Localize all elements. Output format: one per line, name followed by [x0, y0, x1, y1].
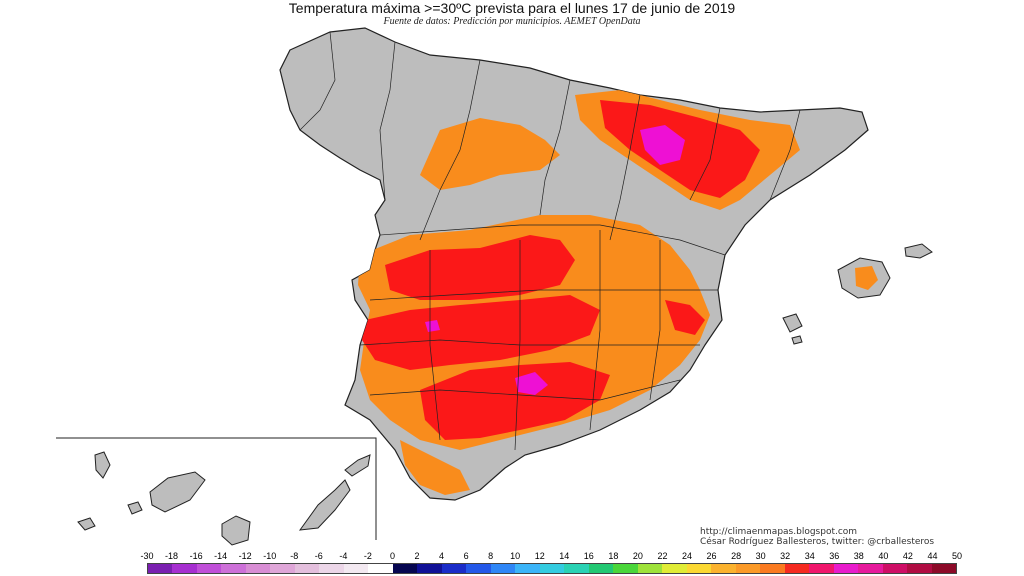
zone-32-34-guadalquivir — [420, 362, 610, 440]
scale-segment — [564, 564, 589, 573]
scale-segment — [319, 564, 344, 573]
zone-32-34-levante — [665, 300, 705, 335]
scale-label: 30 — [755, 551, 766, 561]
ibiza-island — [782, 313, 803, 333]
scale-segment — [637, 564, 663, 573]
scale-segment — [662, 564, 687, 573]
scale-segment — [809, 564, 834, 573]
la-palma-island — [94, 451, 111, 479]
mallorca-orange-zone — [855, 266, 878, 290]
map-subtitle: Fuente de datos: Predicción por municipi… — [383, 16, 641, 27]
zone-34-36-guadiana — [425, 320, 440, 332]
scale-label: 6 — [463, 551, 469, 561]
scale-segment — [515, 564, 540, 573]
map-credits: http://climaenmapas.blogspot.com César R… — [700, 527, 934, 547]
scale-label: -16 — [189, 551, 203, 561]
scale-segment — [784, 564, 810, 573]
scale-label: 18 — [608, 551, 619, 561]
menorca-island — [904, 243, 933, 259]
scale-label: -6 — [314, 551, 323, 561]
scale-segment — [539, 564, 565, 573]
map-title: Temperatura máxima >=30ºC prevista para … — [288, 0, 736, 16]
gran-canaria-island — [221, 515, 251, 546]
scale-segment — [882, 564, 908, 573]
color-scale-bar — [147, 563, 957, 574]
scale-segment — [270, 564, 295, 573]
scale-label: 50 — [951, 551, 963, 561]
scale-label: 32 — [780, 551, 791, 561]
scale-segment — [490, 564, 516, 573]
scale-label: 34 — [804, 551, 815, 561]
scale-label: -2 — [363, 551, 372, 561]
zone-34-36-ebro — [640, 125, 685, 165]
scale-label: -12 — [238, 551, 252, 561]
scale-label: -18 — [165, 551, 179, 561]
scale-segment — [735, 564, 761, 573]
fuerteventura-island — [298, 479, 351, 531]
scale-label: 44 — [927, 551, 938, 561]
zone-32-34-guadiana — [362, 295, 600, 370]
scale-label: 0 — [389, 551, 395, 561]
zone-34-36-guadalquivir — [515, 372, 548, 395]
province-borders — [299, 31, 801, 451]
scale-segment — [245, 564, 271, 573]
scale-segment — [392, 564, 418, 573]
la-gomera-island — [127, 501, 143, 515]
scale-label: -8 — [290, 551, 299, 561]
zone-30-32-duero — [420, 118, 560, 190]
scale-label: -10 — [263, 551, 277, 561]
scale-segment — [588, 564, 614, 573]
el-hierro-island — [77, 517, 96, 531]
formentera-island — [791, 335, 803, 345]
scale-segment — [907, 564, 932, 573]
scale-segment — [613, 564, 638, 573]
scale-segment — [148, 564, 173, 573]
scale-segment — [833, 564, 859, 573]
scale-segment — [858, 564, 883, 573]
scale-label: -30 — [140, 551, 154, 561]
scale-label: 26 — [706, 551, 717, 561]
scale-label: 28 — [731, 551, 742, 561]
scale-label: 16 — [583, 551, 594, 561]
scale-label: 36 — [829, 551, 840, 561]
scale-segment — [196, 564, 222, 573]
zone-32-34-north-meseta — [385, 235, 575, 300]
scale-segment — [760, 564, 785, 573]
scale-label: 20 — [632, 551, 643, 561]
scale-label: 14 — [559, 551, 570, 561]
scale-segment — [711, 564, 736, 573]
scale-segment — [368, 564, 393, 573]
scale-label: 4 — [439, 551, 445, 561]
scale-label: 38 — [853, 551, 864, 561]
scale-label: 42 — [902, 551, 913, 561]
scale-segment — [221, 564, 246, 573]
credits-blog-url: http://climaenmapas.blogspot.com — [700, 527, 858, 537]
zone-30-32-south — [400, 440, 470, 495]
scale-label: 22 — [657, 551, 668, 561]
scale-label: -4 — [339, 551, 348, 561]
scale-segment — [294, 564, 320, 573]
canary-inset-frame — [56, 437, 377, 540]
scale-segment — [931, 564, 956, 573]
lanzarote-island — [344, 454, 371, 477]
color-scale-labels: -30 -18 -16 -14 -12 -10 -8 -6 -4 -2 0 2 4 6 8 10 12 14 16 1… — [140, 551, 962, 563]
scale-label: -14 — [214, 551, 228, 561]
scale-segment — [441, 564, 467, 573]
tenerife-island — [149, 471, 206, 513]
credits-author: César Rodríguez Ballesteros, twitter: @c… — [700, 537, 935, 547]
scale-label: 40 — [878, 551, 889, 561]
scale-label: 8 — [488, 551, 494, 561]
scale-segment — [466, 564, 491, 573]
scale-label: 10 — [510, 551, 521, 561]
scale-segment — [686, 564, 712, 573]
scale-segment — [417, 564, 442, 573]
scale-label: 12 — [534, 551, 545, 561]
scale-segment — [172, 564, 197, 573]
scale-label: 2 — [414, 551, 420, 561]
scale-label: 24 — [681, 551, 693, 561]
scale-segment — [343, 564, 369, 573]
